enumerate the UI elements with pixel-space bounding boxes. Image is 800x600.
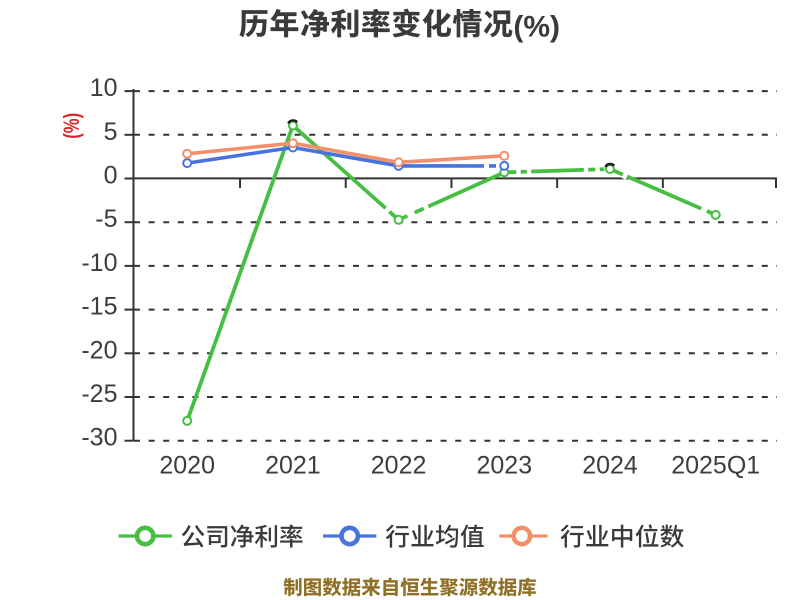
svg-text:2023: 2023 — [476, 452, 532, 480]
svg-text:2025Q1: 2025Q1 — [671, 452, 760, 480]
svg-text:5: 5 — [104, 118, 118, 146]
svg-text:2024: 2024 — [582, 452, 638, 480]
svg-text:-5: -5 — [95, 205, 117, 233]
svg-text:2020: 2020 — [159, 452, 215, 480]
svg-text:-30: -30 — [81, 424, 117, 452]
svg-text:(%): (%) — [513, 11, 560, 44]
svg-text:2021: 2021 — [265, 452, 321, 480]
svg-text:(%): (%) — [60, 113, 85, 139]
svg-text:-25: -25 — [81, 380, 117, 408]
svg-text:10: 10 — [90, 74, 118, 102]
svg-text:-15: -15 — [81, 293, 117, 321]
svg-text:2022: 2022 — [371, 452, 427, 480]
svg-text:0: 0 — [104, 162, 118, 190]
svg-text:-10: -10 — [81, 249, 117, 277]
svg-text:-20: -20 — [81, 336, 117, 364]
